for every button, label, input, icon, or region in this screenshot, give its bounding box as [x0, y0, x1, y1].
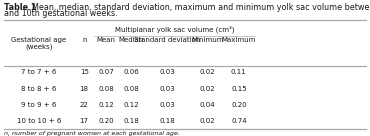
Text: 7 to 7 + 6: 7 to 7 + 6	[21, 69, 57, 75]
Text: Table 1: Table 1	[4, 3, 36, 12]
Text: 0.06: 0.06	[123, 69, 139, 75]
Text: and 10th gestational weeks.: and 10th gestational weeks.	[4, 9, 117, 18]
Text: 0.20: 0.20	[231, 102, 247, 108]
Text: 0.12: 0.12	[123, 102, 139, 108]
Text: 8 to 8 + 6: 8 to 8 + 6	[21, 86, 57, 92]
Text: 17: 17	[80, 118, 89, 124]
Text: 0.18: 0.18	[123, 118, 139, 124]
Text: 0.08: 0.08	[98, 86, 114, 92]
Text: 0.02: 0.02	[199, 69, 215, 75]
Text: 10 to 10 + 6: 10 to 10 + 6	[17, 118, 61, 124]
Text: 0.07: 0.07	[98, 69, 114, 75]
Text: 0.15: 0.15	[231, 86, 247, 92]
Text: n: n	[82, 37, 87, 43]
Text: 0.02: 0.02	[199, 118, 215, 124]
Text: Minimum: Minimum	[191, 37, 223, 43]
Text: Maximum: Maximum	[222, 37, 256, 43]
Text: Gestational age
(weeks): Gestational age (weeks)	[11, 37, 66, 50]
Text: n, number of pregnant women at each gestational age.: n, number of pregnant women at each gest…	[4, 131, 179, 136]
Text: 0.04: 0.04	[199, 102, 215, 108]
Text: 0.18: 0.18	[160, 118, 175, 124]
Text: 0.03: 0.03	[160, 86, 175, 92]
Text: Mean: Mean	[97, 37, 116, 43]
Text: 0.03: 0.03	[160, 102, 175, 108]
Text: 0.74: 0.74	[231, 118, 247, 124]
Text: 0.12: 0.12	[98, 102, 114, 108]
Text: 0.11: 0.11	[231, 69, 247, 75]
Text: 0.08: 0.08	[123, 86, 139, 92]
Text: 0.20: 0.20	[98, 118, 114, 124]
Text: 0.03: 0.03	[160, 69, 175, 75]
Text: Mean, median, standard deviation, maximum and minimum yolk sac volume between th: Mean, median, standard deviation, maximu…	[27, 3, 370, 12]
Text: 15: 15	[80, 69, 88, 75]
Text: 22: 22	[80, 102, 88, 108]
Text: Standard deviation: Standard deviation	[134, 37, 201, 43]
Text: Median: Median	[118, 37, 144, 43]
Text: Multiplanar yolk sac volume (cm³): Multiplanar yolk sac volume (cm³)	[115, 25, 234, 33]
Text: 9 to 9 + 6: 9 to 9 + 6	[21, 102, 57, 108]
Text: 0.02: 0.02	[199, 86, 215, 92]
Text: 18: 18	[80, 86, 89, 92]
